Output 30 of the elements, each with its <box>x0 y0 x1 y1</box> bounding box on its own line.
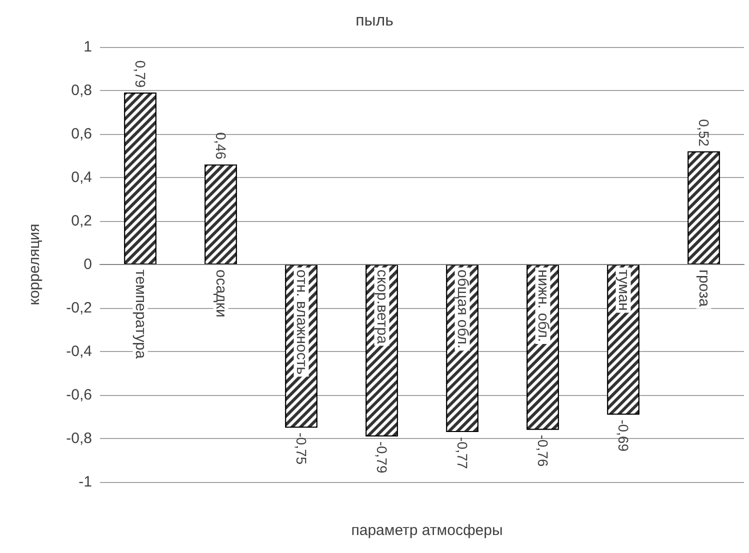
data-label: -0,76 <box>534 434 551 467</box>
data-label: 0,52 <box>696 119 712 147</box>
x-tick-label: температура <box>132 270 149 360</box>
y-tick-label: -0,2 <box>66 300 92 316</box>
x-tick-label: нижн. обл. <box>534 270 552 342</box>
data-label: -0,75 <box>293 432 310 465</box>
y-tick-label: -1 <box>78 474 92 490</box>
data-label: -0,79 <box>374 441 390 474</box>
y-tick-label: 0,6 <box>71 126 92 142</box>
y-tick-label: 1 <box>84 38 92 56</box>
x-tick-label: скор.ветра <box>373 270 390 344</box>
data-label: -0,69 <box>615 420 632 452</box>
data-label: 0,46 <box>212 132 229 160</box>
y-tick-label: -0,4 <box>66 343 92 360</box>
y-tick-label: -0,6 <box>66 386 92 404</box>
x-tick-label: осадки <box>212 270 230 318</box>
x-tick-label: отн. влажность <box>292 270 310 375</box>
y-axis-title: корреляция <box>26 224 43 306</box>
y-tick-label: -0,8 <box>66 430 92 447</box>
data-label: 0,79 <box>132 60 148 88</box>
chart-title: пыль <box>356 12 394 30</box>
x-tick-label: туман <box>614 270 632 311</box>
y-tick-label: 0 <box>84 256 92 273</box>
y-tick-label: 0,2 <box>71 212 92 230</box>
x-tick-label: общая обл. <box>454 270 471 349</box>
y-tick-label: 0,4 <box>71 169 92 186</box>
data-label: -0,77 <box>454 436 470 470</box>
y-tick-label: 0,8 <box>71 82 92 99</box>
x-tick-label: гроза <box>695 270 712 308</box>
x-axis-title: параметр атмосферы <box>351 522 503 539</box>
